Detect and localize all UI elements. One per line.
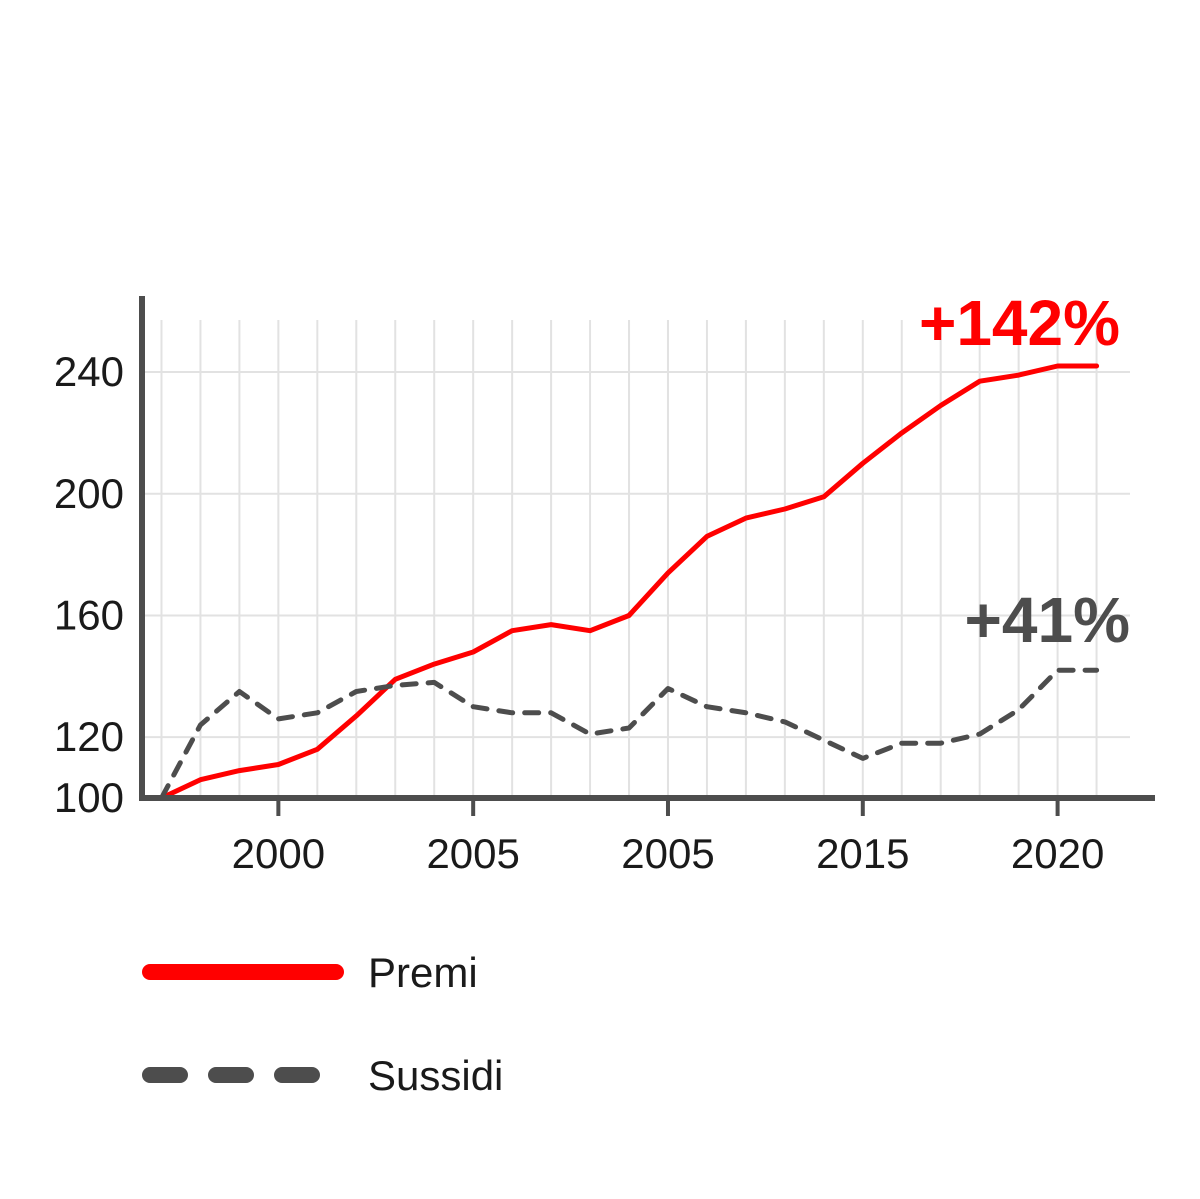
y-tick-label: 200 xyxy=(54,470,124,517)
axis-layer xyxy=(139,296,1155,816)
sussidi-end-annotation: +41% xyxy=(965,584,1130,656)
x-tick-label: 2020 xyxy=(1011,830,1104,877)
series-line-premi xyxy=(159,363,1100,801)
y-tick-label: 160 xyxy=(54,591,124,638)
legend: Premi Sussidi xyxy=(142,949,503,1099)
x-tick-label: 2005 xyxy=(621,830,714,877)
x-tick-label: 2015 xyxy=(816,830,909,877)
series-line-sussidi xyxy=(159,667,1100,801)
y-tick-label: 120 xyxy=(54,713,124,760)
series-layer xyxy=(159,363,1100,801)
label-layer: 2000 2005 2005 2015 2020 100 120 160 200 240 xyxy=(54,348,1104,877)
legend-premi-label: Premi xyxy=(368,949,478,996)
grid-layer xyxy=(142,320,1130,798)
x-tick-label: 2005 xyxy=(426,830,519,877)
premi-end-annotation: +142% xyxy=(919,287,1120,359)
legend-sussidi-label: Sussidi xyxy=(368,1052,503,1099)
y-tick-label: 240 xyxy=(54,348,124,395)
x-tick-label: 2000 xyxy=(232,830,325,877)
y-tick-label: 100 xyxy=(54,774,124,821)
